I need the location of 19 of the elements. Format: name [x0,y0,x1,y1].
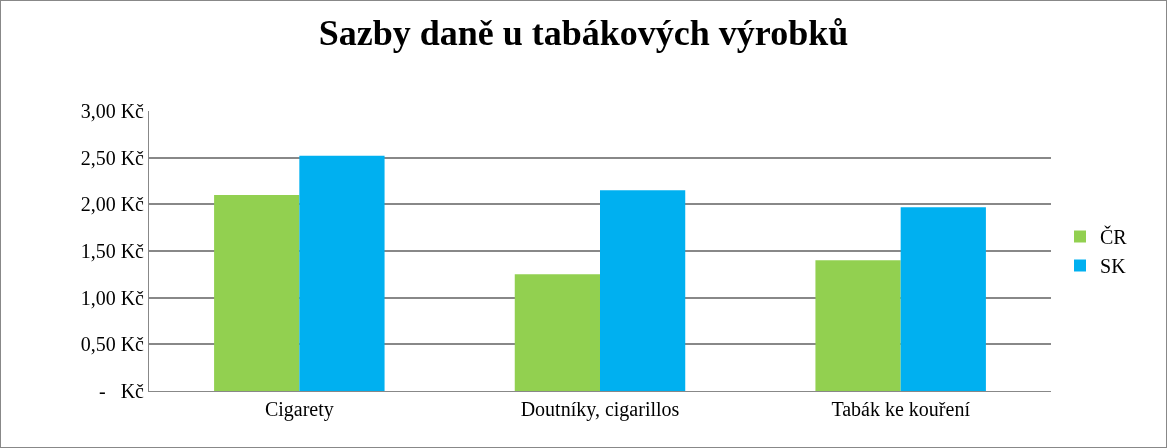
y-tick-label: - Kč [99,380,145,402]
y-tick-label: 2,00 Kč [80,193,145,216]
legend-label: SK [1100,255,1127,278]
legend-label: ČR [1100,225,1128,249]
x-tick-label: Doutníky, cigarillos [520,398,680,421]
x-tick-label: Cigarety [264,398,334,421]
bar [815,260,901,391]
x-tick-label: Tabák ke kouření [831,398,971,420]
y-tick-label: 1,00 Kč [80,286,145,309]
y-tick-label: 3,00 Kč [80,100,145,122]
y-tick-label: 0,50 Kč [80,333,145,356]
y-tick-label: 1,50 Kč [80,240,145,262]
bar [900,207,986,391]
y-tick-label: 2,50 Kč [80,146,145,169]
bar [299,155,385,391]
bar [514,274,600,391]
bar [600,190,686,391]
bar [214,195,300,391]
chart-title: Sazby daně u tabákových výrobků [318,12,849,53]
